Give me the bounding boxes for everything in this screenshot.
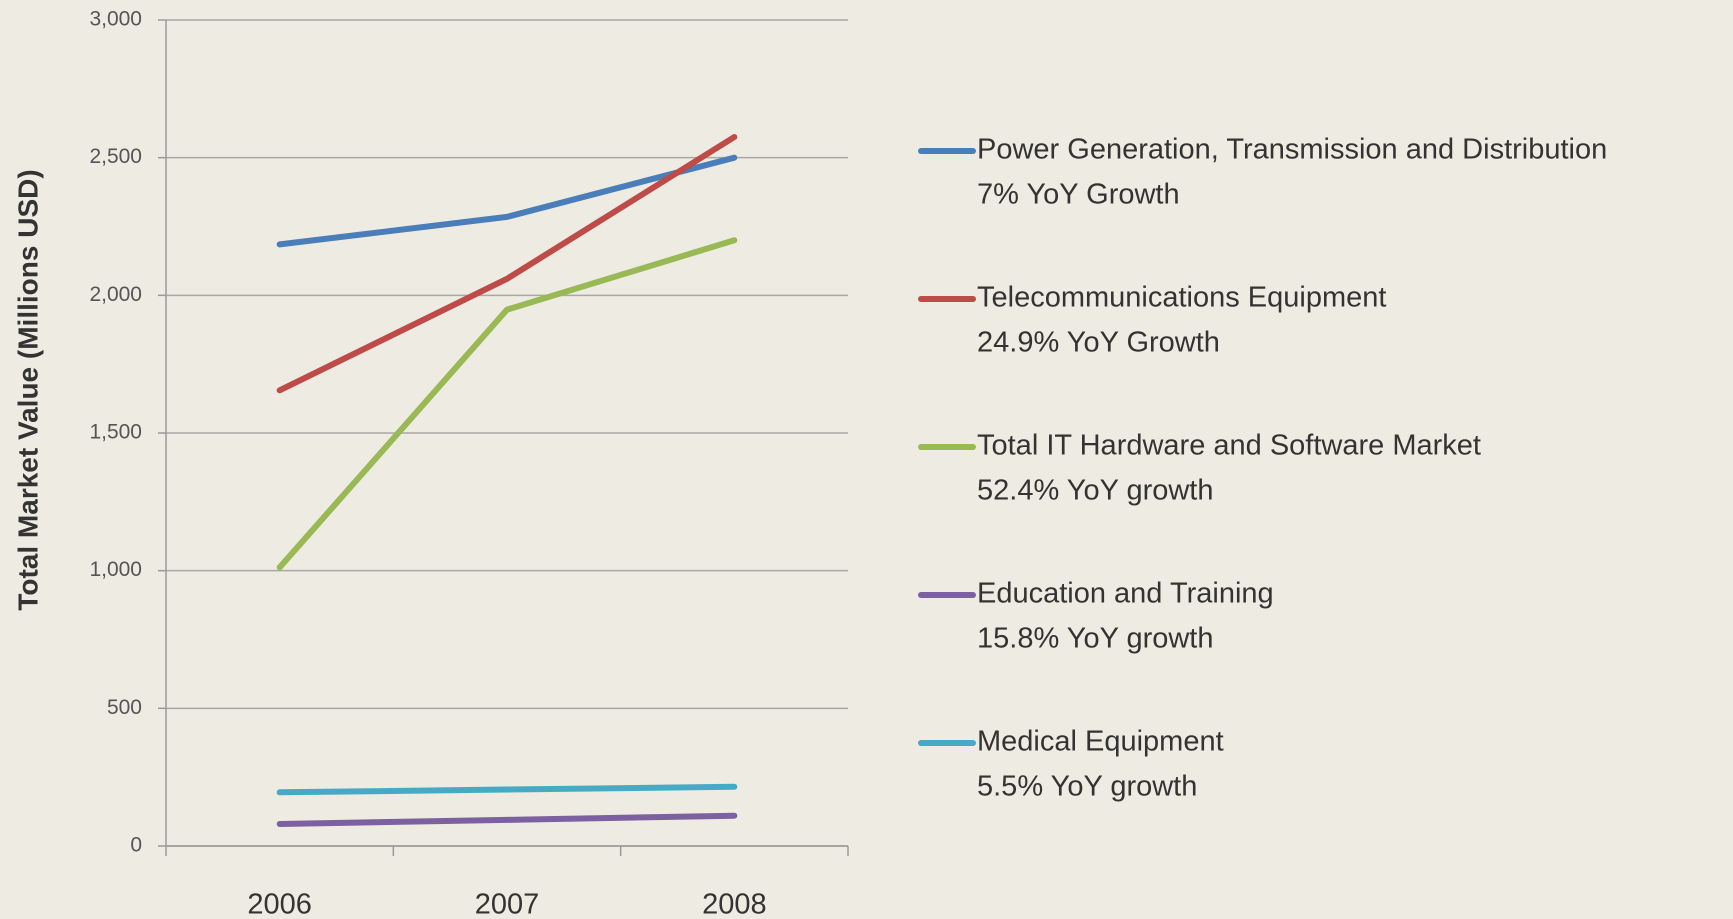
y-axis-label: Total Market Value (Millions USD)	[12, 169, 43, 610]
x-tick-label: 2006	[247, 889, 312, 919]
series-line	[276, 154, 738, 248]
legend-note: 5.5% YoY growth	[977, 771, 1197, 803]
series-line	[276, 134, 738, 394]
y-tick-label: 2,500	[89, 145, 142, 168]
legend-note: 7% YoY Growth	[977, 179, 1180, 211]
y-tick-label: 1,500	[89, 421, 142, 444]
series-line	[276, 783, 738, 796]
y-tick-label: 3,000	[89, 8, 142, 31]
series-line	[276, 237, 738, 571]
y-tick-label: 500	[107, 696, 142, 719]
legend-label: Total IT Hardware and Software Market	[977, 430, 1481, 462]
legend-note: 52.4% YoY growth	[977, 475, 1214, 507]
y-tick-label: 0	[130, 834, 142, 857]
legend-label: Medical Equipment	[977, 726, 1224, 758]
x-tick-label: 2008	[702, 889, 767, 919]
legend-label: Education and Training	[977, 578, 1274, 610]
y-tick-label: 2,000	[89, 283, 142, 306]
legend-label: Power Generation, Transmission and Distr…	[977, 134, 1607, 166]
legend-note: 24.9% YoY Growth	[977, 327, 1220, 359]
legend-note: 15.8% YoY growth	[977, 623, 1214, 655]
series-line	[276, 812, 738, 827]
legend-label: Telecommunications Equipment	[977, 282, 1386, 314]
y-tick-label: 1,000	[89, 558, 142, 581]
x-tick-label: 2007	[475, 889, 540, 919]
